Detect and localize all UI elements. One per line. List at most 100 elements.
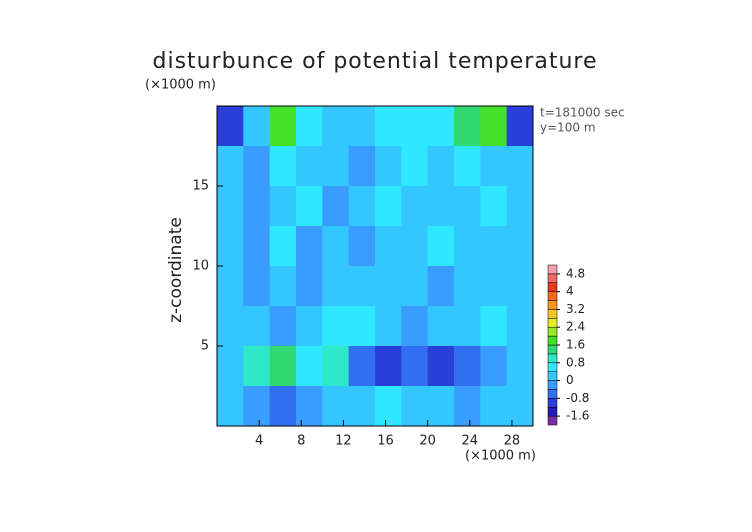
field-cell <box>243 186 271 227</box>
field-cell <box>296 106 323 147</box>
field-cell <box>243 226 271 267</box>
field-cell <box>269 266 297 307</box>
colorbar-box <box>547 264 558 275</box>
field-cell <box>506 146 534 187</box>
field-cell <box>243 106 271 147</box>
field-cell <box>322 226 350 267</box>
colorbar-box <box>547 273 558 284</box>
field-cell <box>427 386 455 427</box>
field-cell <box>506 106 534 147</box>
x-tick-label: 24 <box>462 434 479 449</box>
field-cell <box>401 186 429 227</box>
field-cell <box>322 186 350 227</box>
colorbar-tick-label: 4.8 <box>566 266 585 280</box>
field-cell <box>454 306 481 347</box>
annotation: y=100 m <box>540 121 596 135</box>
field-cell <box>322 146 350 187</box>
field-cell <box>454 266 481 307</box>
field-cell <box>454 186 481 227</box>
y-unit-label: (×1000 m) <box>145 78 216 93</box>
field-cell <box>243 146 271 187</box>
field-cell <box>296 186 323 227</box>
field-cell <box>269 226 297 267</box>
field-cell <box>454 346 481 387</box>
colorbar-box <box>547 389 558 399</box>
colorbar-tick-label: -0.8 <box>566 391 589 405</box>
field-cell <box>296 386 323 427</box>
field-cell <box>375 226 402 267</box>
x-tick-label: 12 <box>335 434 352 449</box>
field-cell <box>506 226 534 267</box>
field-cell <box>454 146 481 187</box>
field-cell <box>480 386 508 427</box>
colorbar-tick-label: 2.4 <box>566 320 585 334</box>
colorbar-box <box>547 415 558 426</box>
colorbar-tick-label: 0.8 <box>566 355 585 369</box>
field-cell <box>217 266 244 307</box>
field-cell <box>322 346 350 387</box>
field-cell <box>217 146 244 187</box>
field-cell <box>427 106 455 147</box>
field-cell <box>217 226 244 267</box>
field-cell <box>348 266 376 307</box>
field-cell <box>427 186 455 227</box>
colorbar-box <box>547 309 558 319</box>
colorbar-box <box>547 362 558 372</box>
colorbar-box <box>547 353 558 364</box>
colorbar-box <box>547 398 558 408</box>
field-cell <box>269 146 297 187</box>
field-cell <box>401 306 429 347</box>
colorbar-tick-label: 4 <box>566 284 574 298</box>
colorbar-box <box>547 371 558 381</box>
field-cell <box>401 146 429 187</box>
field-cell <box>243 346 271 387</box>
field-cell <box>427 346 455 387</box>
field-cell <box>375 186 402 227</box>
field-cell <box>480 106 508 147</box>
field-cell <box>454 386 481 427</box>
field-cell <box>427 226 455 267</box>
field-cell <box>348 146 376 187</box>
y-tick-label: 5 <box>201 339 209 354</box>
field-cell <box>401 226 429 267</box>
field-cell <box>375 146 402 187</box>
field-cell <box>401 386 429 427</box>
field-cell <box>348 346 376 387</box>
field-cell <box>296 226 323 267</box>
field-cell <box>375 266 402 307</box>
colorbar-box <box>547 326 558 337</box>
field-cell <box>506 346 534 387</box>
field-cell <box>506 266 534 307</box>
colorbar-box <box>547 406 558 417</box>
field-cell <box>480 226 508 267</box>
field-cell <box>375 306 402 347</box>
colorbar-box <box>547 380 558 390</box>
colorbar-tick-label: -1.6 <box>566 409 589 423</box>
colorbar-box <box>547 335 558 346</box>
field-cell <box>506 306 534 347</box>
field-cell <box>348 226 376 267</box>
field-cell <box>375 386 402 427</box>
field-cell <box>217 386 244 427</box>
field-cell <box>454 226 481 267</box>
y-axis-label: z-coordinate <box>166 217 186 323</box>
field-cell <box>506 386 534 427</box>
field-cell <box>217 306 244 347</box>
field-cell <box>322 106 350 147</box>
field-cell <box>401 346 429 387</box>
field-cell <box>427 266 455 307</box>
field-cell <box>348 386 376 427</box>
field-cell <box>217 346 244 387</box>
field-cell <box>296 146 323 187</box>
field-cell <box>480 266 508 307</box>
field-cell <box>217 186 244 227</box>
colorbar-box <box>547 282 558 292</box>
x-tick-label: 8 <box>297 434 305 449</box>
field-cell <box>480 346 508 387</box>
x-tick-label: 4 <box>255 434 263 449</box>
field-cell <box>427 306 455 347</box>
x-unit-label: (×1000 m) <box>465 449 536 464</box>
field-cell <box>269 186 297 227</box>
colorbar-box <box>547 344 558 355</box>
